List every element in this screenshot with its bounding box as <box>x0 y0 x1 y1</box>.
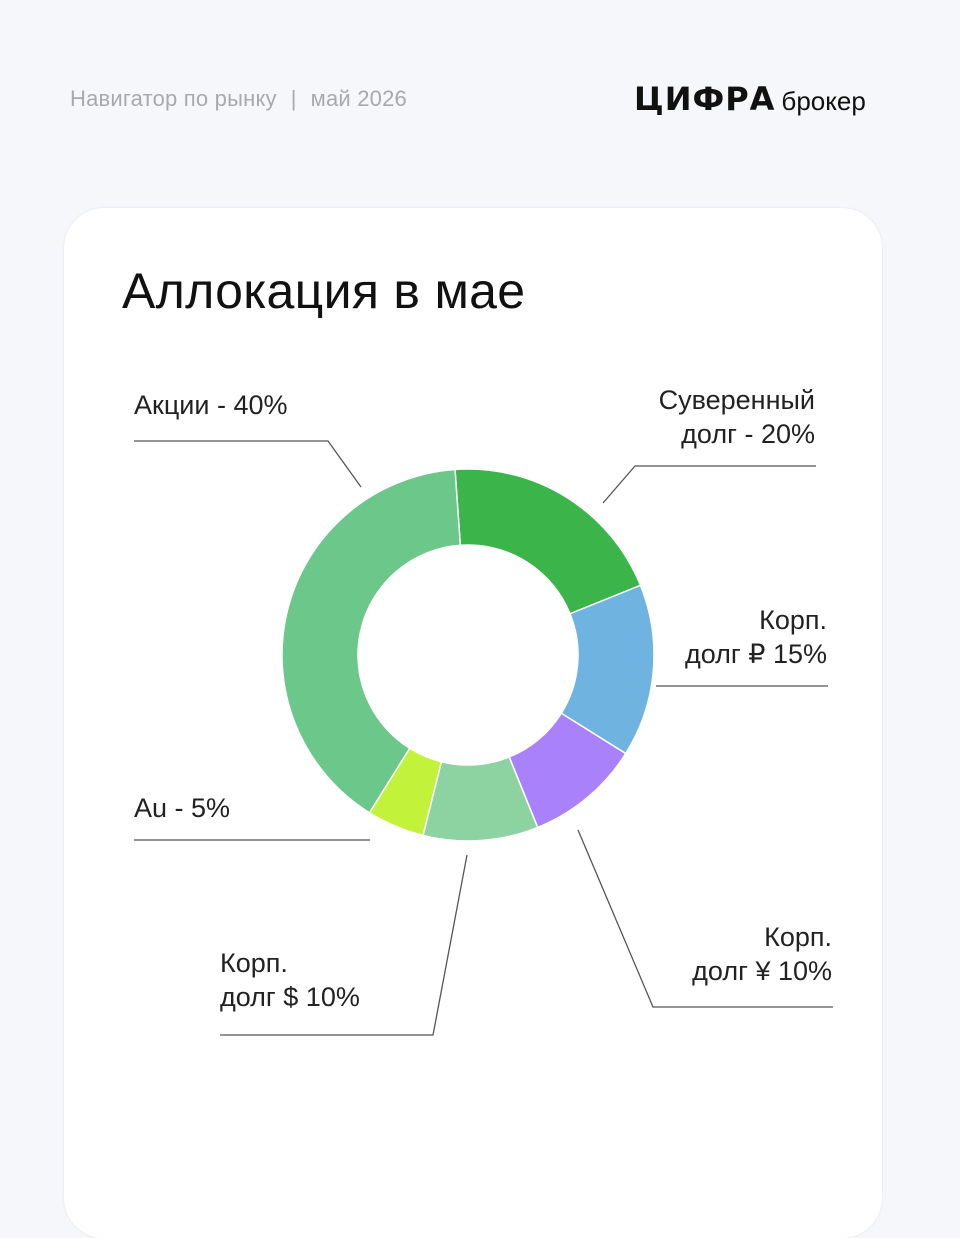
separator: | <box>290 86 297 111</box>
label-sovereign-line2: долг - 20% <box>681 419 815 449</box>
label-gold: Au - 5% <box>134 791 230 825</box>
label-corp-rub-line2: долг ₽ 15% <box>684 639 827 669</box>
logo-subtitle: брокер <box>781 86 866 116</box>
label-corp-usd: Корп. долг $ 10% <box>220 946 360 1014</box>
report-date: май 2026 <box>310 86 407 111</box>
leader-line-corp-usd <box>220 854 468 1036</box>
label-corp-usd-line2: долг $ 10% <box>220 982 360 1012</box>
section-name: Навигатор по рынку <box>70 86 277 111</box>
label-corp-cny-line1: Корп. <box>764 922 832 952</box>
label-sovereign: Суверенный долг - 20% <box>659 383 815 451</box>
label-stocks: Акции - 40% <box>134 388 287 422</box>
brand-logo: ЦИФРА брокер <box>634 80 866 118</box>
logo-mark: ЦИФРА <box>634 80 776 118</box>
leader-line-stocks <box>134 440 362 488</box>
chart-card <box>64 208 882 1238</box>
leader-line-sovereign <box>602 465 816 504</box>
donut-slice-1 <box>454 468 642 615</box>
chart-title: Аллокация в мае <box>122 263 526 319</box>
donut-chart <box>134 440 833 1036</box>
label-corp-cny: Корп. долг ¥ 10% <box>692 920 832 988</box>
leader-line-corp-cny <box>577 829 833 1008</box>
label-gold-text: Au - 5% <box>134 793 231 823</box>
label-corp-rub: Корп. долг ₽ 15% <box>685 603 827 671</box>
label-stocks-text: Акции - 40% <box>134 390 288 420</box>
header-breadcrumb: Навигатор по рынку | май 2026 <box>70 86 407 112</box>
donut-slice-6 <box>281 468 462 814</box>
label-corp-usd-line1: Корп. <box>220 948 288 978</box>
label-corp-rub-line1: Корп. <box>759 605 827 635</box>
label-sovereign-line1: Суверенный <box>658 385 815 415</box>
label-corp-cny-line2: долг ¥ 10% <box>692 956 832 986</box>
